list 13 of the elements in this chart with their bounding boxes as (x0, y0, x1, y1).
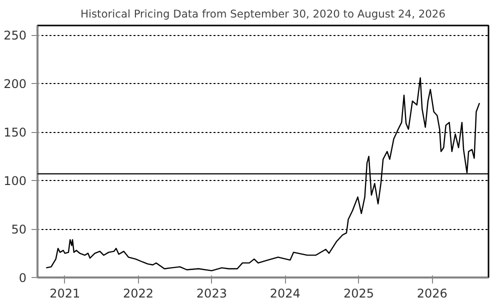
chart-title: Historical Pricing Data from September 30, 2020 to August 24, 2026 (80, 8, 446, 20)
y-tick-label: 0 (18, 271, 27, 285)
x-tick-label: 2025 (343, 286, 374, 300)
x-tick-label: 2022 (123, 286, 154, 300)
y-tick-label: 150 (4, 126, 26, 140)
x-tick-label: 2021 (50, 286, 80, 300)
x-tick-label: 2024 (270, 286, 300, 300)
x-tick-label: 2026 (416, 286, 448, 300)
y-tick-label: 250 (4, 28, 26, 43)
y-tick-label: 200 (4, 77, 26, 92)
y-tick-label: 100 (4, 174, 26, 188)
x-tick-label: 2023 (196, 286, 227, 300)
y-tick-label: 50 (11, 222, 27, 237)
